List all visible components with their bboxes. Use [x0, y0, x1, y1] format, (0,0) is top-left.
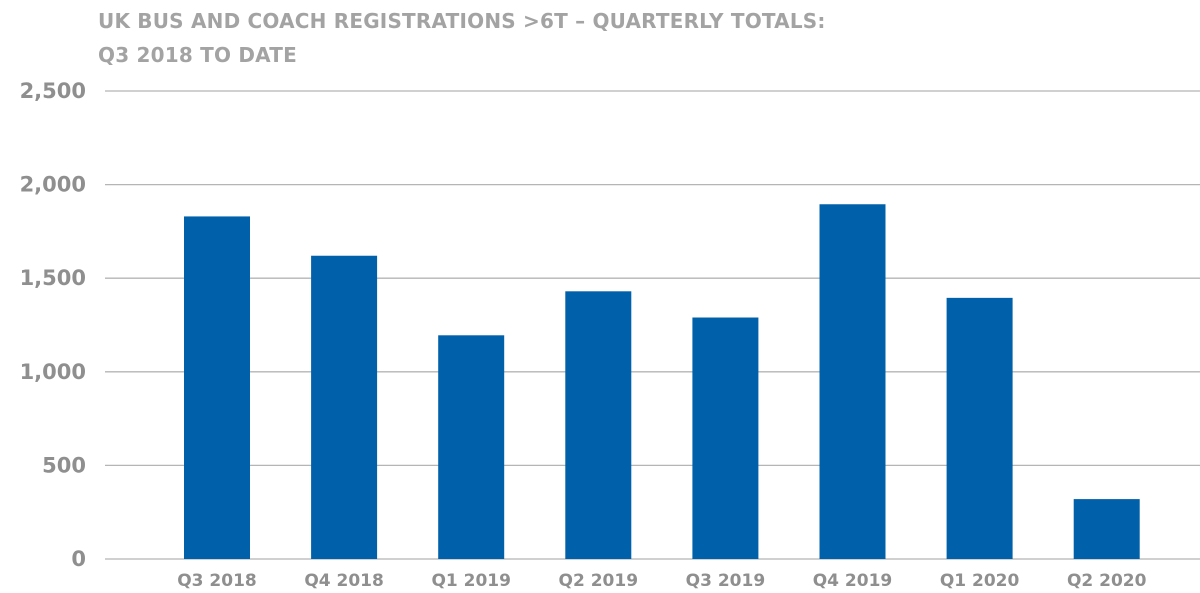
bar [946, 297, 1013, 559]
bar [184, 216, 250, 559]
y-tick-label: 0 [71, 547, 86, 571]
x-tick-label: Q4 2018 [304, 571, 384, 591]
y-tick-label: 1,500 [20, 266, 86, 290]
x-tick-label: Q2 2019 [559, 571, 639, 591]
x-tick-label: Q3 2019 [686, 571, 766, 591]
x-tick-label: Q1 2020 [940, 571, 1020, 591]
bar [311, 255, 378, 559]
chart-title-line-1: UK BUS AND COACH REGISTRATIONS >6T – QUA… [98, 9, 826, 33]
bar [1073, 499, 1140, 559]
y-tick-label: 500 [42, 453, 86, 477]
chart-title-line-2: Q3 2018 TO DATE [98, 43, 297, 67]
y-tick-label: 2,500 [20, 79, 86, 103]
x-tick-label: Q3 2018 [177, 571, 257, 591]
y-tick-label: 1,000 [20, 360, 86, 384]
chart-title: UK BUS AND COACH REGISTRATIONS >6T – QUA… [98, 4, 826, 72]
bar [438, 335, 505, 559]
y-tick-label: 2,000 [20, 173, 86, 197]
bar [692, 317, 759, 559]
x-tick-label: Q1 2019 [431, 571, 511, 591]
x-axis-tick-labels: Q3 2018 Q4 2018 Q1 2019 Q2 2019 Q3 2019 Q4 20… [177, 571, 1146, 591]
bar [565, 291, 632, 559]
gridlines [105, 90, 1200, 560]
bars [184, 204, 1140, 560]
x-tick-label: Q2 2020 [1067, 571, 1147, 591]
y-axis-tick-labels: 0 500 1,000 1,500 2,000 2,500 [20, 79, 86, 571]
bar [819, 204, 886, 560]
x-tick-label: Q4 2019 [813, 571, 893, 591]
